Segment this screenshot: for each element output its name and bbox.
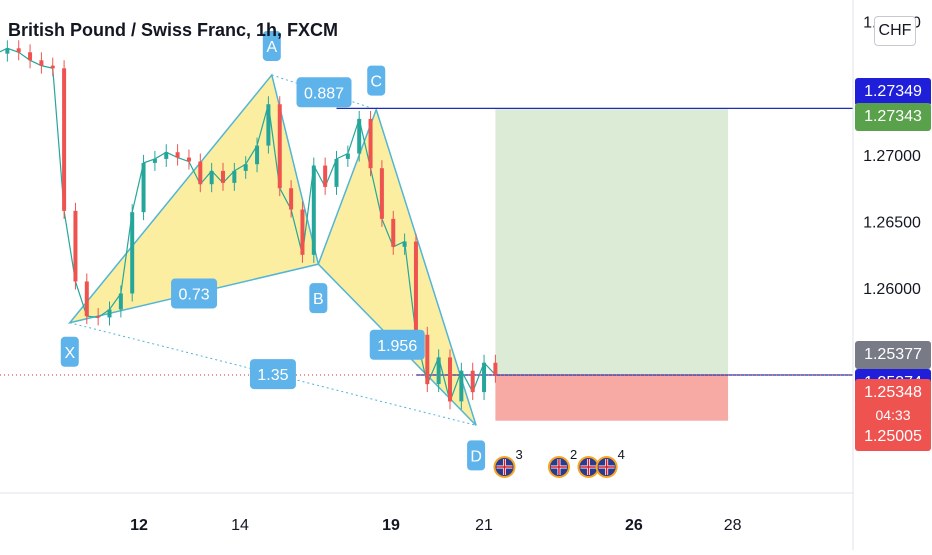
profit-zone [495, 109, 729, 376]
candle-body [198, 161, 203, 185]
svg-text:4: 4 [618, 447, 625, 462]
ratio-label-xd: 1.35 [249, 359, 296, 390]
event-flag[interactable]: 4 [595, 447, 625, 478]
candle-body [345, 153, 350, 159]
price-label-1.27349: 1.27349 [855, 78, 931, 107]
candle-body [277, 104, 282, 189]
candle-body [232, 170, 237, 183]
price-label-1.25005: 1.25005 [855, 422, 931, 451]
chart-title: British Pound / Swiss Franc, 1h, FXCM [8, 20, 339, 40]
price-label-1.25377: 1.25377 [855, 341, 931, 370]
candle-body [84, 281, 89, 317]
candle-body [16, 48, 21, 53]
candle-body [50, 65, 55, 69]
point-label-b: B [309, 283, 328, 314]
candle-body [323, 165, 328, 187]
event-flag[interactable] [577, 456, 600, 478]
x-tick-label: 14 [231, 517, 249, 534]
candle-body [107, 309, 112, 318]
candle-body [266, 104, 271, 146]
candle-body [300, 209, 305, 255]
x-tick-label: 19 [382, 517, 400, 534]
candle-body [5, 48, 10, 54]
svg-text:2: 2 [570, 447, 577, 462]
svg-text:0.887: 0.887 [304, 85, 344, 102]
candle-body [436, 357, 441, 385]
svg-text:B: B [313, 291, 324, 308]
candle-body [425, 334, 430, 385]
candle-body [357, 118, 362, 154]
candle-body [459, 370, 464, 402]
stop-loss-zone [495, 375, 729, 421]
candle-body [243, 164, 248, 171]
point-label-d: D [467, 440, 486, 471]
ratio-label-bd: 1.956 [369, 329, 425, 360]
y-tick-label: 1.26500 [863, 215, 921, 232]
price-label-1.25348: 1.25348 [855, 379, 931, 407]
svg-text:0.73: 0.73 [178, 286, 209, 303]
candle-body [130, 212, 135, 294]
candle-body [186, 157, 191, 162]
candle-body [28, 52, 33, 61]
x-tick-label: 12 [130, 517, 148, 534]
x-tick-label: 28 [724, 517, 742, 534]
svg-text:X: X [64, 345, 75, 362]
candle-body [39, 60, 44, 66]
candle-body [62, 68, 67, 211]
candle-body [448, 357, 452, 402]
y-tick-label: 1.27000 [863, 148, 921, 165]
svg-text:D: D [470, 448, 482, 465]
svg-text:A: A [266, 39, 277, 56]
candle-body [391, 218, 396, 247]
event-flag[interactable]: 2 [547, 447, 577, 478]
x-tick-label: 21 [475, 517, 493, 534]
x-tick-label: 26 [625, 517, 643, 534]
svg-text:1.35: 1.35 [257, 367, 288, 384]
candle-body [118, 293, 123, 310]
candle-body [209, 170, 214, 185]
point-label-x: X [60, 336, 79, 367]
point-label-a: A [262, 30, 281, 61]
event-flag[interactable]: 3 [493, 447, 523, 478]
candle-body [368, 118, 373, 169]
bar-countdown: 04:33 [855, 405, 931, 425]
candle-body [493, 362, 498, 375]
candle-body [175, 152, 180, 158]
candle-body [152, 158, 157, 163]
candle-body [311, 165, 316, 255]
candle-body [164, 152, 169, 159]
svg-text:1.956: 1.956 [377, 338, 417, 355]
candle-body [221, 170, 225, 183]
ratio-label-xb: 0.73 [171, 278, 218, 309]
candle-body [402, 241, 407, 247]
candle-body [141, 162, 146, 213]
point-label-c: C [367, 65, 386, 96]
candle-body [255, 145, 260, 165]
candle-body [470, 370, 475, 393]
y-tick-label: 1.26000 [863, 281, 921, 298]
candle-body [379, 168, 384, 219]
candle-body [73, 210, 78, 282]
price-label-1.27343: 1.27343 [855, 103, 931, 132]
ratio-label-ac: 0.887 [296, 77, 352, 108]
svg-text:3: 3 [515, 447, 522, 462]
candle-body [334, 158, 339, 187]
candle-body [289, 188, 294, 210]
currency-button[interactable]: CHF [874, 16, 916, 46]
svg-text:C: C [370, 74, 382, 91]
candle-body [413, 241, 418, 335]
candle-body [482, 362, 487, 393]
candle-body [96, 316, 101, 318]
